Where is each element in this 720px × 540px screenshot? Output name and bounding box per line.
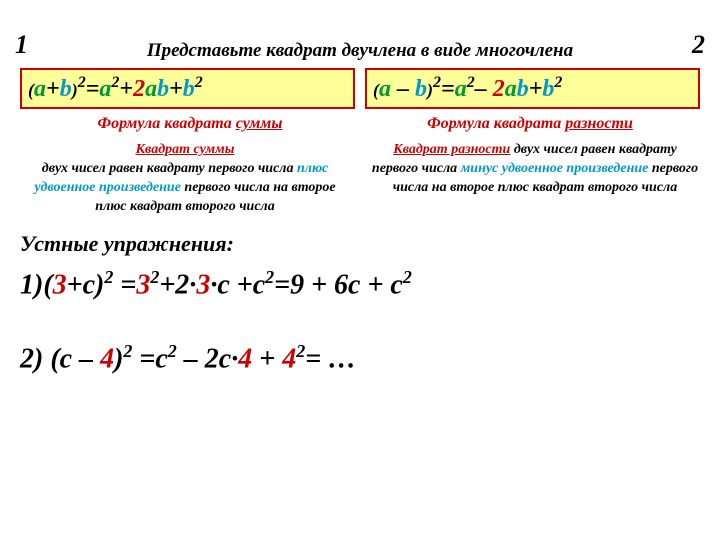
var-b: b	[157, 76, 169, 102]
desc-blue: минус удвоенное произведение	[461, 161, 649, 176]
sq: 2	[296, 341, 305, 361]
description-row: Квадрат суммы двух чисел равен квадрату …	[20, 141, 700, 217]
coef-2: 2	[493, 76, 505, 102]
op-plus: +	[46, 76, 60, 102]
ex-text: 1)(	[20, 269, 53, 300]
desc-sum: Квадрат суммы двух чисел равен квадрату …	[20, 141, 350, 217]
corner-number-2: 2	[692, 30, 705, 60]
ex-text: =c	[132, 344, 167, 375]
var-a: a	[34, 76, 46, 102]
sq: 2	[78, 74, 86, 91]
var-b: b	[183, 76, 195, 102]
op-minus: –	[475, 76, 493, 102]
ex-red: 3	[53, 269, 67, 300]
page-title: Представьте квадрат двучлена в виде мног…	[20, 40, 700, 62]
ex-text: +	[252, 344, 282, 375]
op-plus: +	[529, 76, 543, 102]
op-minus: –	[391, 76, 415, 102]
sq: 2	[403, 267, 412, 287]
eq: =	[86, 76, 100, 102]
sq: 2	[168, 341, 177, 361]
caption-row: Формула квадрата суммы Формула квадрата …	[20, 115, 700, 133]
caption-text: Формула квадрата	[98, 115, 236, 132]
ex-red: 4	[238, 344, 252, 375]
sq: 2	[195, 74, 203, 91]
var-b: b	[415, 76, 427, 102]
ex-text: – 2c·	[177, 344, 238, 375]
exercise-1: 1)(3+c)2 =32+2·3·c +c2=9 + 6c + c2	[20, 267, 700, 302]
ex-text: = …	[305, 344, 356, 375]
caption-ul: суммы	[236, 115, 283, 132]
sq: 2	[150, 267, 159, 287]
ex-red: 4	[100, 344, 114, 375]
eq: =	[441, 76, 455, 102]
ex-text: 2) (c –	[20, 344, 100, 375]
var-a: a	[455, 76, 467, 102]
ex-red: 4	[282, 344, 296, 375]
ex-red: 3	[196, 269, 210, 300]
sq: 2	[467, 74, 475, 91]
desc-title: Квадрат суммы	[136, 142, 235, 157]
var-b: b	[542, 76, 554, 102]
ex-text: +c)	[67, 269, 105, 300]
exercises-heading: Устные упражнения:	[20, 231, 700, 257]
var-a: a	[505, 76, 517, 102]
formula-sum-box: (a+b)2=a2+2ab+b2	[20, 68, 355, 109]
sq: 2	[265, 267, 274, 287]
ex-red: 3	[136, 269, 150, 300]
var-a: a	[145, 76, 157, 102]
ex-text: +2·	[159, 269, 196, 300]
formula-row: (a+b)2=a2+2ab+b2 (a – b)2=a2– 2ab+b2	[20, 68, 700, 109]
exercise-2: 2) (c – 4)2 =c2 – 2c·4 + 42= …	[20, 341, 700, 376]
ex-text: =	[113, 269, 136, 300]
sq: 2	[433, 74, 441, 91]
desc-diff: Квадрат разности двух чисел равен квадра…	[370, 141, 700, 217]
var-a: a	[99, 76, 111, 102]
desc-title: Квадрат разности	[393, 142, 510, 157]
caption-diff: Формула квадрата разности	[360, 115, 700, 133]
corner-number-1: 1	[15, 30, 28, 60]
caption-sum: Формула квадрата суммы	[20, 115, 360, 133]
coef-2: 2	[133, 76, 145, 102]
var-b: b	[60, 76, 72, 102]
caption-text: Формула квадрата	[427, 115, 565, 132]
op-plus: +	[169, 76, 183, 102]
sq: 2	[554, 74, 562, 91]
op-plus: +	[119, 76, 133, 102]
desc-text: двух чисел равен квадрату первого числа	[42, 161, 297, 176]
ex-text: =9 + 6c + c	[274, 269, 403, 300]
formula-diff-box: (a – b)2=a2– 2ab+b2	[365, 68, 700, 109]
caption-ul: разности	[565, 115, 633, 132]
ex-text: )	[114, 344, 123, 375]
var-b: b	[517, 76, 529, 102]
var-a: a	[379, 76, 391, 102]
ex-text: ·c +c	[210, 269, 265, 300]
